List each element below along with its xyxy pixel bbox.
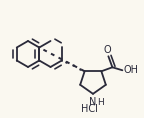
Text: HCl: HCl [80, 104, 97, 114]
Text: H: H [97, 98, 104, 107]
Text: N: N [89, 97, 97, 107]
Text: OH: OH [123, 65, 138, 75]
Text: O: O [104, 45, 111, 55]
